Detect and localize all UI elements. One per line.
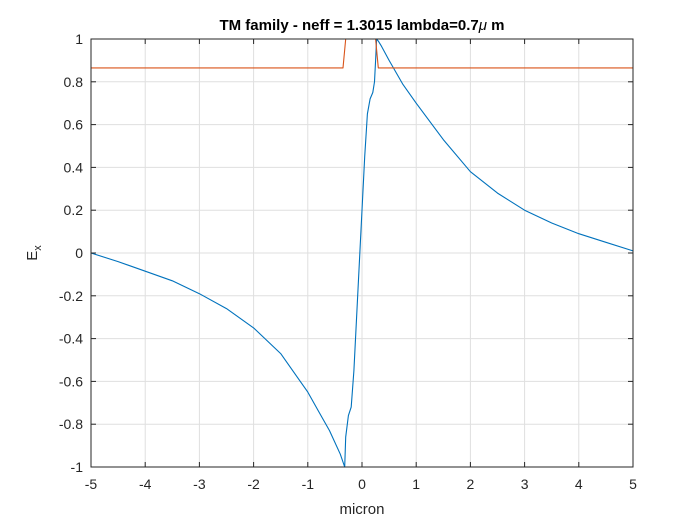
x-axis-label: micron bbox=[339, 501, 384, 518]
y-axis-label-sub: x bbox=[32, 245, 44, 251]
chart-title: TM family - neff = 1.3015 lambda=0.7μ m bbox=[219, 17, 504, 34]
ticks bbox=[90, 38, 634, 468]
x-tick-label: 5 bbox=[629, 476, 637, 492]
y-tick-label: 1 bbox=[75, 31, 83, 47]
x-tick-label: -2 bbox=[247, 476, 260, 492]
x-tick-label: -4 bbox=[139, 476, 152, 492]
series-line-1 bbox=[90, 38, 634, 468]
y-tick-label: 0.6 bbox=[64, 117, 84, 133]
y-tick-label: 0.4 bbox=[64, 159, 84, 175]
grid bbox=[90, 38, 634, 468]
y-tick-label: -0.6 bbox=[59, 373, 83, 389]
y-tick-label: 0.2 bbox=[64, 202, 84, 218]
x-tick-label: -3 bbox=[193, 476, 206, 492]
x-tick-label: 3 bbox=[521, 476, 529, 492]
chart-title-main: TM family - neff = 1.3015 lambda=0.7 bbox=[219, 17, 478, 34]
y-tick-label: 0.8 bbox=[64, 74, 84, 90]
x-tick-label: 4 bbox=[575, 476, 583, 492]
x-tick-label: -5 bbox=[85, 476, 98, 492]
y-tick-label: -1 bbox=[71, 459, 84, 475]
x-tick-label: -1 bbox=[302, 476, 315, 492]
y-axis-label: Ex bbox=[24, 245, 44, 261]
chart-title-unit: m bbox=[487, 17, 505, 34]
y-tick-label: -0.4 bbox=[59, 331, 83, 347]
x-tick-label: 2 bbox=[467, 476, 475, 492]
x-tick-label: 0 bbox=[358, 476, 366, 492]
y-tick-label: 0 bbox=[75, 245, 83, 261]
x-tick-label: 1 bbox=[412, 476, 420, 492]
y-axis-label-base: E bbox=[24, 251, 41, 261]
y-tick-label: -0.8 bbox=[59, 416, 83, 432]
chart-title-mu: μ bbox=[478, 17, 487, 34]
y-tick-label: -0.2 bbox=[59, 288, 83, 304]
tick-labels: -5 -4 -3 -2 -1 0 1 2 3 4 5 -1 -0.8 -0.6 -0.4 -0.2 0 0.2 0.… bbox=[59, 31, 637, 492]
